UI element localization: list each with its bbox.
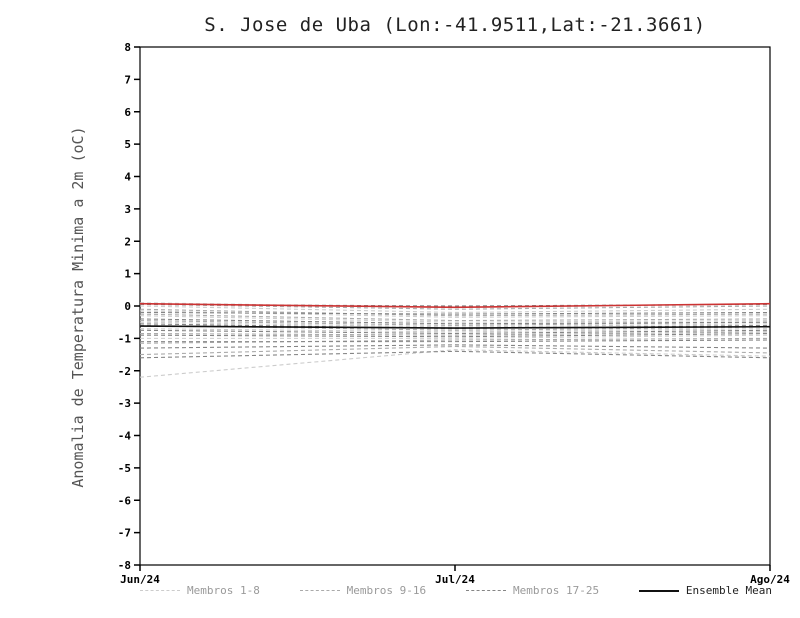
svg-text:-1: -1 xyxy=(118,332,132,345)
legend-line-sample xyxy=(638,589,679,592)
legend-line-sample xyxy=(140,590,180,591)
legend-line-sample xyxy=(465,590,506,591)
svg-text:-2: -2 xyxy=(118,365,131,378)
legend-item-membros-17-25: Membros 17-25 xyxy=(465,584,600,597)
legend-line-sample xyxy=(299,590,340,591)
svg-text:2: 2 xyxy=(124,235,131,248)
svg-text:-7: -7 xyxy=(118,527,131,540)
svg-text:Jul/24: Jul/24 xyxy=(435,573,475,586)
svg-text:Jun/24: Jun/24 xyxy=(120,573,160,586)
svg-text:0: 0 xyxy=(124,300,131,313)
svg-text:-8: -8 xyxy=(118,559,131,572)
svg-text:3: 3 xyxy=(124,203,131,216)
legend-label: Membros 17-25 xyxy=(512,584,600,597)
svg-text:-6: -6 xyxy=(118,494,132,507)
svg-text:Ago/24: Ago/24 xyxy=(750,573,790,586)
legend-label: Membros 9-16 xyxy=(346,584,427,597)
legend-item-ensemble-mean: Ensemble Mean xyxy=(638,584,772,597)
svg-text:-4: -4 xyxy=(118,430,132,443)
svg-text:4: 4 xyxy=(124,171,131,184)
svg-text:7: 7 xyxy=(124,73,131,86)
svg-text:-3: -3 xyxy=(118,397,131,410)
svg-text:-5: -5 xyxy=(118,462,131,475)
svg-text:5: 5 xyxy=(124,138,131,151)
svg-text:1: 1 xyxy=(124,268,131,281)
chart-legend: Membros 1-8 Membros 9-16 Membros 17-25 E… xyxy=(140,584,772,597)
legend-label: Ensemble Mean xyxy=(685,584,772,597)
chart-title: S. Jose de Uba (Lon:-41.9511,Lat:-21.366… xyxy=(204,14,706,36)
svg-text:8: 8 xyxy=(124,41,131,54)
legend-item-membros-9-16: Membros 9-16 xyxy=(299,584,427,597)
svg-text:6: 6 xyxy=(124,106,131,119)
legend-item-membros-1-8: Membros 1-8 xyxy=(140,584,260,597)
legend-label: Membros 1-8 xyxy=(187,584,260,597)
